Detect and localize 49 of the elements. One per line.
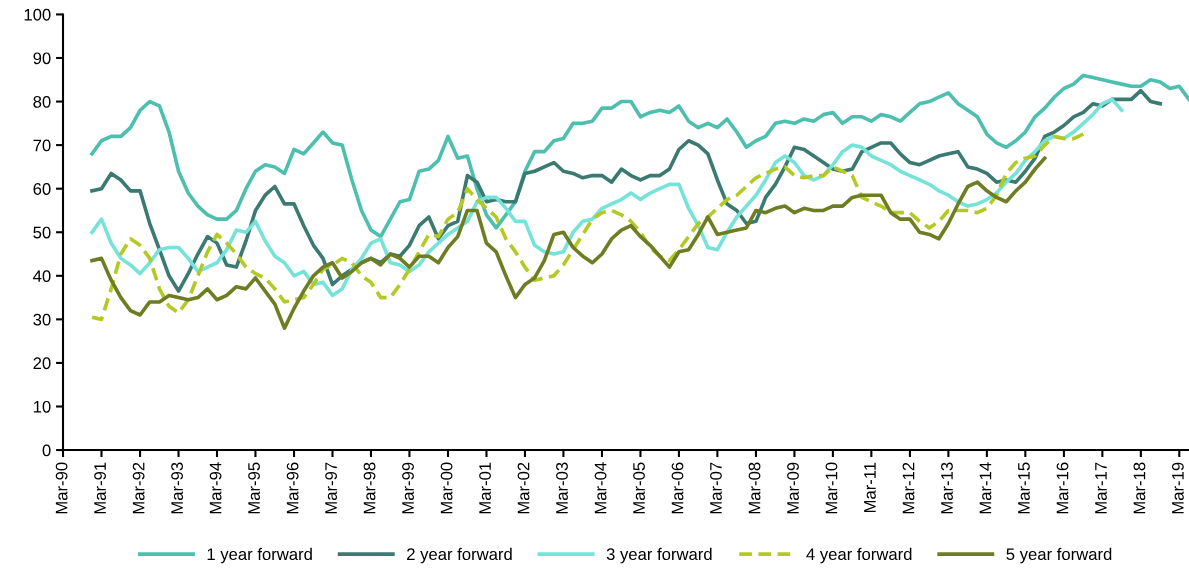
x-tick-label: Mar-01: [479, 462, 491, 514]
y-tick-label: 30: [33, 313, 51, 326]
y-tick-label: 20: [33, 357, 51, 370]
x-tick-label: Mar-15: [1018, 462, 1030, 514]
x-tick-label: Mar-90: [55, 462, 68, 514]
x-tick-label: Mar-96: [286, 462, 299, 514]
x-tick-label: Mar-93: [171, 462, 183, 514]
x-tick-label: Mar-11: [864, 462, 876, 513]
y-tick-label: 60: [33, 183, 51, 195]
x-tick-label: Mar-03: [556, 462, 568, 514]
x-tick-label: Mar-02: [517, 462, 530, 514]
x-tick-label: Mar-04: [594, 462, 607, 514]
x-tick-label: Mar-95: [248, 462, 260, 514]
line-series: [90, 156, 1047, 330]
legend-label: 1 year forward: [207, 547, 312, 564]
x-tick-label: Mar-91: [94, 462, 106, 514]
x-tick-label: Mar-19: [1171, 462, 1184, 514]
legend-label: 4 year forward: [806, 547, 912, 564]
x-tick-label: Mar-99: [402, 462, 414, 514]
x-tick-label: Mar-16: [1056, 462, 1069, 514]
x-tick-label: Mar-00: [440, 462, 453, 514]
legend-label: 5 year forward: [1006, 547, 1112, 564]
x-tick-label: Mar-08: [748, 462, 761, 514]
x-tick-label: Mar-09: [787, 462, 799, 514]
y-tick-label: 10: [33, 400, 51, 413]
x-tick-label: Mar-12: [902, 462, 915, 514]
x-tick-label: Mar-17: [1095, 462, 1107, 514]
x-tick-label: Mar-92: [132, 462, 145, 514]
y-tick-label: 70: [33, 139, 51, 152]
y-tick-label: 80: [33, 95, 51, 108]
y-tick-label: 40: [33, 270, 51, 283]
x-tick-label: Mar-13: [941, 462, 953, 514]
x-tick-label: Mar-05: [633, 462, 645, 514]
x-tick-label: Mar-97: [325, 462, 337, 514]
x-tick-label: Mar-06: [671, 462, 684, 514]
x-tick-label: Mar-98: [363, 462, 376, 514]
x-tick-label: Mar-94: [209, 462, 222, 514]
line-series: [90, 73, 1189, 239]
x-tick-label: Mar-18: [1133, 462, 1146, 514]
legend-label: 3 year forward: [606, 547, 712, 564]
x-tick-label: Mar-10: [825, 462, 838, 514]
y-tick-label: 90: [33, 52, 51, 65]
x-tick-label: Mar-07: [710, 462, 722, 514]
y-tick-label: 100: [24, 8, 51, 21]
line-series: [90, 132, 1086, 322]
x-tick-label: Mar-14: [979, 462, 992, 514]
y-tick-label: 0: [42, 444, 51, 457]
legend-label: 2 year forward: [407, 547, 512, 564]
y-tick-label: 50: [33, 226, 51, 239]
